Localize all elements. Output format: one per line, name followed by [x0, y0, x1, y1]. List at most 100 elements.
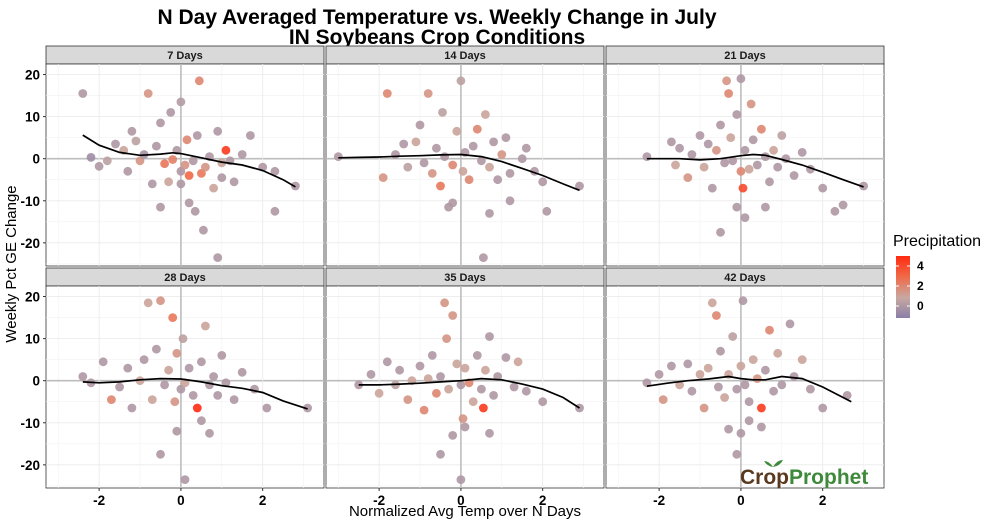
data-point: [505, 196, 515, 206]
data-point: [152, 141, 161, 151]
chart-title: N Day Averaged Temperature vs. Weekly Ch…: [157, 6, 716, 29]
data-point: [139, 355, 149, 364]
data-point: [485, 162, 494, 172]
y-tick-label: 20: [25, 68, 40, 83]
data-point: [188, 391, 198, 400]
panel-background: [325, 285, 605, 489]
x-tick-label: 2: [259, 493, 267, 508]
data-point: [262, 403, 272, 413]
data-point: [769, 386, 778, 396]
data-point: [468, 397, 478, 407]
data-point: [736, 361, 746, 371]
data-point: [703, 363, 713, 373]
data-point: [237, 367, 247, 377]
data-point: [707, 183, 717, 193]
y-tick-label: 0: [32, 152, 40, 167]
data-point: [757, 422, 766, 432]
brand-logo-part2: Prophet: [789, 466, 868, 489]
data-point: [184, 363, 194, 373]
data-point: [797, 148, 807, 157]
data-point: [246, 131, 255, 140]
data-point: [448, 311, 458, 320]
data-point: [160, 380, 170, 390]
y-tick-label: -20: [20, 236, 40, 251]
data-point: [440, 298, 449, 308]
data-point: [477, 384, 486, 394]
data-point: [687, 150, 697, 159]
data-point: [675, 143, 684, 153]
data-point: [757, 124, 766, 134]
data-point: [152, 344, 161, 354]
y-axis-ticks: -20 -10 0 10 20 -20 -10 0 10 20: [20, 68, 46, 473]
data-point: [452, 359, 462, 369]
data-point: [761, 202, 770, 212]
data-point: [485, 209, 494, 218]
data-point: [190, 206, 200, 216]
data-point: [728, 156, 738, 166]
data-point: [744, 164, 754, 174]
data-point: [176, 166, 186, 176]
data-point: [395, 365, 404, 375]
data-point: [724, 424, 733, 434]
facet-panel: 21 Days: [605, 45, 885, 267]
data-point: [720, 393, 729, 402]
data-point: [197, 416, 206, 426]
data-point: [194, 76, 204, 86]
data-point: [102, 156, 112, 166]
data-point: [716, 346, 725, 356]
trend-line: [358, 377, 580, 409]
data-point: [575, 181, 584, 191]
data-point: [785, 319, 795, 329]
data-point: [489, 137, 498, 147]
data-point: [744, 416, 754, 426]
y-tick-label: -10: [20, 194, 40, 209]
legend-title: Precipitation: [893, 233, 981, 250]
chart-subtitle: IN Soybeans Crop Conditions: [289, 26, 585, 49]
data-point: [419, 405, 429, 415]
data-point: [765, 325, 774, 335]
data-point: [464, 175, 474, 185]
legend: Precipitation 4 2 0: [893, 233, 981, 318]
facet-strip-label: 14 Days: [444, 50, 486, 62]
data-point: [205, 428, 214, 438]
data-point: [732, 110, 742, 119]
facet-strip-label: 28 Days: [164, 272, 206, 284]
trend-line: [646, 153, 864, 188]
y-tick-label: -20: [20, 458, 40, 473]
data-point: [658, 395, 668, 404]
data-point: [172, 426, 182, 436]
data-point: [366, 370, 376, 379]
data-point: [184, 171, 194, 180]
data-point: [444, 384, 453, 394]
data-point: [654, 370, 664, 379]
data-point: [166, 108, 176, 117]
data-point: [497, 150, 507, 159]
data-point: [391, 150, 400, 159]
data-point: [438, 108, 447, 117]
data-point: [448, 431, 458, 440]
data-point: [432, 388, 441, 398]
data-point: [838, 200, 848, 210]
data-point: [192, 403, 202, 413]
facet-panel: 35 Days: [325, 267, 605, 489]
y-tick-label: 10: [25, 332, 40, 347]
data-point: [156, 449, 165, 459]
data-point: [180, 160, 190, 170]
data-point: [432, 143, 441, 153]
trend-line: [82, 134, 296, 188]
data-point: [538, 177, 548, 187]
data-point: [192, 131, 202, 140]
data-point: [769, 145, 778, 155]
data-point: [213, 126, 223, 136]
data-point: [724, 89, 733, 98]
data-point: [399, 139, 409, 149]
data-point: [201, 162, 210, 172]
data-point: [436, 449, 445, 459]
data-point: [127, 403, 137, 413]
data-point: [176, 384, 186, 394]
data-point: [777, 380, 787, 390]
y-tick-label: 10: [25, 110, 40, 125]
data-point: [472, 124, 482, 134]
data-point: [411, 137, 421, 147]
